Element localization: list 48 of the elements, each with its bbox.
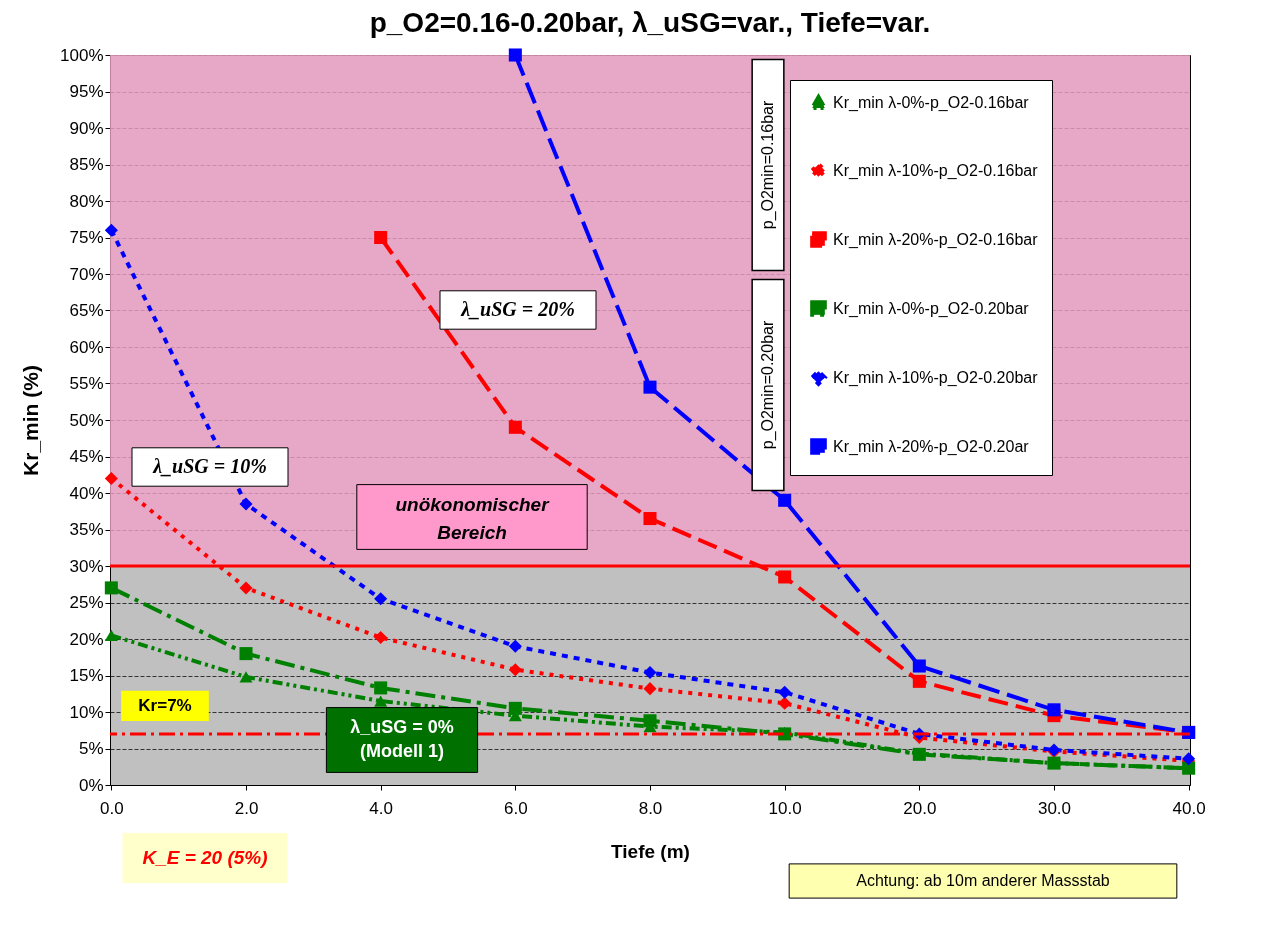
annotation: p_O2min=0.16bar xyxy=(759,100,777,230)
x-tick-label: 4.0 xyxy=(369,798,393,818)
chart-title: p_O2=0.16-0.20bar, λ_uSG=var., Tiefe=var. xyxy=(369,7,931,38)
y-tick-label: 15% xyxy=(69,666,104,685)
y-tick-label: 35% xyxy=(69,520,104,539)
annotation: p_O2min=0.20bar xyxy=(759,320,777,450)
legend-label: Kr_min λ-0%-p_O2-0.20bar xyxy=(833,299,1030,318)
y-tick-label: 100% xyxy=(60,45,104,65)
y-tick-label: 0% xyxy=(78,775,104,795)
y-tick-label: 10% xyxy=(69,702,104,722)
y-tick-label: 55% xyxy=(69,374,104,393)
x-tick-label: 30.0 xyxy=(1037,798,1072,818)
text: Achtung: ab 10m anderer Massstab xyxy=(856,872,1110,889)
x-tick-label: 40.0 xyxy=(1172,798,1206,818)
y-tick-label: 50% xyxy=(69,410,104,430)
y-tick-label: 5% xyxy=(78,739,104,758)
y-tick-label: 70% xyxy=(69,264,104,284)
y-tick-label: 95% xyxy=(69,82,104,101)
legend-label: Kr_min λ-0%-p_O2-0.16bar xyxy=(833,93,1030,112)
band-label: unökonomischer Bereich xyxy=(395,494,551,543)
y-tick-label: 85% xyxy=(69,155,104,174)
y-tick-label: 25% xyxy=(69,593,104,612)
y-tick-label: 40% xyxy=(69,483,104,503)
y-tick-label: 20% xyxy=(69,629,104,649)
y-tick-label: 65% xyxy=(69,301,104,320)
legend-label: Kr_min λ-10%-p_O2-0.20bar xyxy=(833,368,1039,387)
y-tick-label: 80% xyxy=(69,191,104,211)
x-tick-label: 6.0 xyxy=(504,798,528,818)
y-tick-label: 75% xyxy=(69,228,104,247)
y-tick-label: 30% xyxy=(69,556,104,576)
legend-label: Kr_min λ-10%-p_O2-0.16bar xyxy=(833,161,1039,180)
y-tick-label: 60% xyxy=(69,337,104,357)
annotation: λ_uSG = 20% xyxy=(460,298,575,320)
x-axis-title: Tiefe (m) xyxy=(611,840,690,862)
annotation: λ_uSG = 10% xyxy=(152,455,267,477)
x-tick-label: 20.0 xyxy=(903,798,937,818)
x-tick-label: 8.0 xyxy=(638,798,663,818)
x-tick-label: 2.0 xyxy=(234,798,259,818)
x-tick-label: 10.0 xyxy=(768,798,802,818)
legend-label: Kr_min λ-20%-p_O2-0.20ar xyxy=(833,437,1030,456)
y-tick-label: 90% xyxy=(69,118,104,138)
y-axis-title: Kr_min (%) xyxy=(19,365,43,476)
text: K_E = 20 (5%) xyxy=(142,847,268,868)
y-tick-label: 45% xyxy=(69,447,104,466)
x-tick-label: 0.0 xyxy=(100,798,124,818)
legend-label: Kr_min λ-20%-p_O2-0.16bar xyxy=(833,230,1039,249)
ref-line-label: Kr=7% xyxy=(138,695,192,715)
annotation: λ_uSG = 0% (Modell 1) xyxy=(350,717,454,761)
